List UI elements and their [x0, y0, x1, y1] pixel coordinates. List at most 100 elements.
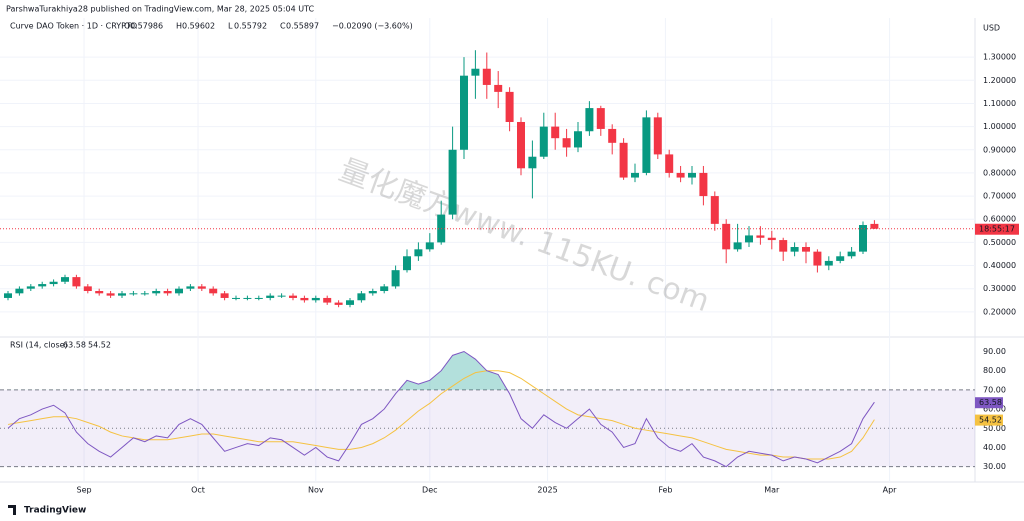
candle-body [824, 260, 833, 266]
x-tick-label: Oct [191, 486, 205, 495]
candle-body [619, 142, 628, 178]
y-tick-label: 0.60000 [983, 215, 1016, 224]
y-tick-label: 1.30000 [983, 53, 1016, 62]
rsi-tick-label: 50.00 [983, 424, 1006, 433]
candle-body [311, 297, 320, 301]
y-tick-label: 1.10000 [983, 99, 1016, 108]
ohlc-value: 0.55792 [234, 22, 267, 31]
rsi-tick-label: 40.00 [983, 443, 1006, 452]
x-tick-label: Sep [76, 486, 91, 495]
publisher: ParshwaTurakhiya28 published on TradingV… [6, 5, 315, 14]
ohlc-value: 0.55897 [286, 22, 319, 31]
candle-body [232, 297, 240, 299]
candle-body [482, 68, 491, 85]
y-tick-label: 0.40000 [983, 261, 1016, 270]
candle-body [4, 293, 12, 298]
candle-body [391, 270, 400, 287]
candle-body [129, 293, 138, 295]
candle-body [505, 91, 514, 122]
candle-body [642, 117, 651, 173]
candle-body [813, 251, 822, 266]
candle-body [152, 291, 161, 294]
candle-body [596, 108, 605, 129]
candle-body [551, 126, 560, 139]
rsi-legend-value: 63.58 [63, 341, 86, 350]
candle-body [528, 156, 537, 169]
candle-body [517, 121, 525, 169]
x-tick-label: Apr [883, 486, 898, 495]
candle-body [243, 297, 252, 299]
candle-body [186, 286, 195, 289]
ohlc-key: L [228, 22, 233, 31]
candle-body [847, 251, 856, 257]
candle-body [756, 235, 765, 238]
candle-body [471, 68, 480, 76]
candle-body [733, 242, 742, 250]
countdown: 18:55:17 [979, 225, 1015, 234]
candle-body [688, 172, 696, 178]
ohlc-key: C [280, 22, 286, 31]
candle-body [220, 293, 229, 298]
candle-body [289, 295, 297, 298]
rsi-tag [975, 397, 1003, 409]
y-tick-label: 0.30000 [983, 284, 1016, 293]
currency: USD [983, 24, 1000, 33]
candle-body [653, 117, 662, 155]
rsi-tag [975, 414, 1003, 426]
y-tick-label: 0.20000 [983, 307, 1016, 316]
candle-body [197, 286, 206, 289]
rsi-tick-label: 60.00 [983, 405, 1006, 414]
change: −0.02090 (−3.60%) [332, 22, 413, 31]
candle-body [631, 172, 639, 178]
background [0, 18, 1024, 483]
candle-body [745, 235, 753, 243]
candle-body [38, 284, 47, 287]
y-tick-label: 1.00000 [983, 122, 1016, 131]
candle-body [49, 281, 58, 285]
candle-body [140, 293, 149, 295]
candle-body [562, 138, 571, 148]
price-tag [975, 223, 1019, 235]
candle-body [608, 128, 617, 143]
candle-body [790, 247, 799, 252]
rsi-tag-value: 54.52 [979, 416, 1002, 425]
candle-body [403, 256, 411, 271]
ohlc-value: 0.59602 [182, 22, 215, 31]
candle-body [118, 293, 126, 296]
rsi-tick-label: 70.00 [983, 385, 1006, 394]
candle-body [266, 295, 275, 298]
candle-body [61, 277, 69, 282]
x-tick-label: Mar [764, 486, 780, 495]
candle-body [254, 297, 263, 299]
candle-body [380, 286, 389, 292]
candle-body [277, 295, 286, 297]
candle-body [448, 149, 457, 215]
candle-body [83, 286, 92, 292]
candle-body [779, 240, 788, 252]
rsi-ma-line [7, 370, 875, 460]
candle-body [585, 108, 594, 132]
candle-body [163, 291, 172, 294]
rsi-tick-label: 80.00 [983, 366, 1006, 375]
candle-body [802, 247, 810, 252]
candle-body [539, 126, 548, 157]
candle-body [722, 223, 731, 250]
candle-body [15, 288, 24, 294]
footer-brand[interactable]: TradingView [24, 506, 86, 516]
x-tick-label: Dec [422, 486, 437, 495]
candle-body [699, 172, 708, 197]
candle-body [870, 223, 879, 229]
candle-body [175, 288, 183, 294]
candle-body [26, 286, 35, 289]
candle-body [767, 237, 776, 241]
y-tick-label: 0.50000 [983, 238, 1016, 247]
watermark: 量化魔方www. 115KU. com [334, 153, 714, 320]
candle-body [710, 196, 719, 224]
y-tick-label: 0.70000 [983, 192, 1016, 201]
rsi-legend-value: 54.52 [88, 341, 111, 350]
candle-body [665, 154, 674, 173]
y-tick-label: 1.20000 [983, 76, 1016, 85]
candle-body [334, 302, 343, 305]
rsi-line [7, 350, 875, 468]
